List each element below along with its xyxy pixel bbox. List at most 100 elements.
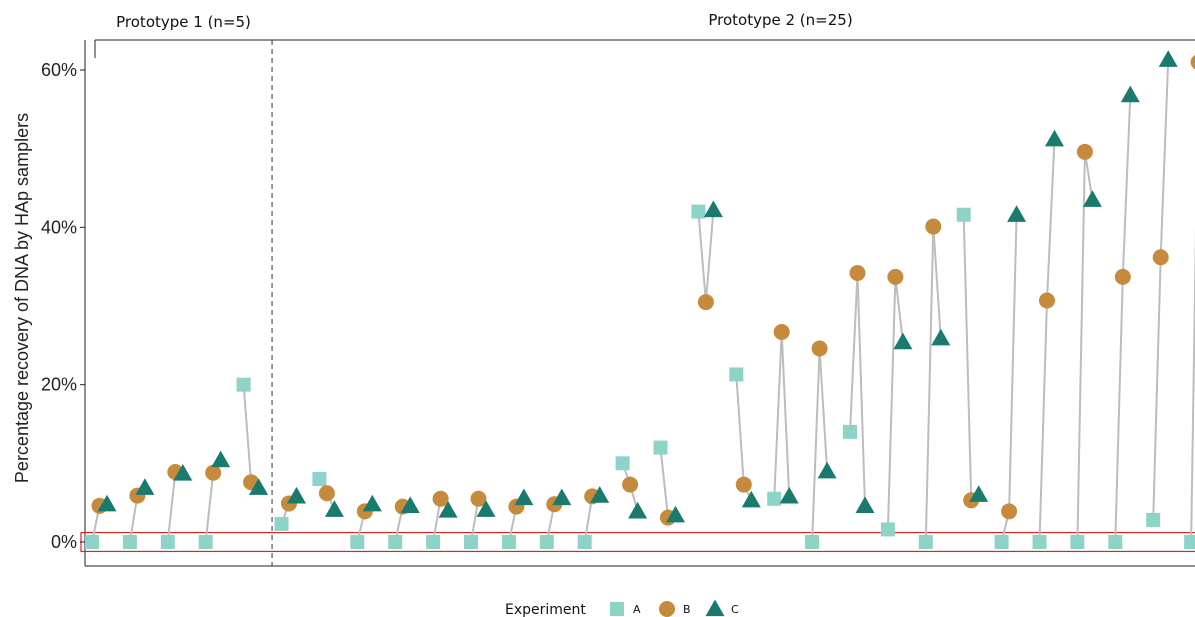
connector-line <box>1000 214 1018 543</box>
point-b <box>1076 143 1093 160</box>
point-b <box>1152 249 1169 266</box>
y-tick-label: 60% <box>41 60 77 80</box>
connector-line <box>659 447 676 519</box>
point-c <box>741 490 761 508</box>
point-c <box>514 488 534 506</box>
plot-area <box>84 39 1195 567</box>
y-axis: 0% 20% 40% 60% Percentage recovery of DNA by… <box>12 60 85 552</box>
point-b <box>318 485 335 502</box>
legend-label-c: C <box>731 603 739 616</box>
point-c <box>476 500 496 517</box>
point-c <box>1007 205 1027 222</box>
y-tick-label: 0% <box>51 532 77 552</box>
point-b <box>697 294 714 311</box>
connector-line <box>924 226 942 543</box>
point-b <box>470 490 487 507</box>
point-b <box>432 490 449 507</box>
connector-line <box>1190 228 1195 543</box>
point-b <box>1190 54 1195 70</box>
point-c <box>249 478 269 495</box>
connector-line <box>242 384 260 489</box>
point-a <box>85 535 99 549</box>
point-a <box>1070 535 1085 549</box>
legend-label-a: A <box>633 603 641 616</box>
point-a <box>653 440 668 455</box>
connector-line <box>962 214 980 503</box>
point-c <box>362 494 382 512</box>
point-a <box>539 535 554 549</box>
connector-line <box>1038 139 1056 543</box>
group-label-prototype-1: Prototype 1 (n=5) <box>116 13 251 31</box>
point-a <box>729 367 744 382</box>
point-b <box>811 340 828 357</box>
point-a <box>1108 535 1123 549</box>
connector-line <box>849 272 866 506</box>
group-labels: Prototype 1 (n=5) Prototype 2 (n=25) <box>116 11 853 31</box>
connector-line <box>1114 95 1132 543</box>
legend-label-b: B <box>683 603 691 616</box>
point-b <box>1039 292 1055 309</box>
point-b <box>849 264 866 281</box>
point-a <box>615 456 630 471</box>
point-a <box>350 535 365 549</box>
point-c <box>552 488 572 506</box>
legend-key-a <box>610 602 624 616</box>
connector-line <box>773 331 791 499</box>
point-a <box>501 535 516 549</box>
point-a <box>805 535 820 549</box>
point-c <box>969 485 989 502</box>
point-c <box>135 478 155 495</box>
point-c <box>855 496 875 513</box>
point-a <box>577 535 592 549</box>
point-c <box>1120 85 1140 103</box>
point-a <box>426 535 441 549</box>
point-a <box>464 535 478 549</box>
threshold-band-rect <box>80 531 1195 553</box>
point-a <box>198 535 213 549</box>
point-a <box>122 535 137 549</box>
point-a <box>160 535 175 549</box>
point-a <box>236 377 251 392</box>
connector-line <box>697 209 715 303</box>
point-b <box>205 464 222 481</box>
point-a <box>274 516 289 531</box>
point-a <box>691 204 706 219</box>
y-axis-title: Percentage recovery of DNA by HAp sample… <box>12 113 32 483</box>
point-c <box>779 486 799 504</box>
point-b <box>1114 268 1131 285</box>
connector-line <box>811 348 829 543</box>
point-b <box>622 476 639 493</box>
point-c <box>628 501 648 519</box>
point-b <box>773 323 790 340</box>
point-a <box>918 535 933 549</box>
point-c <box>438 501 458 518</box>
connector-lines <box>91 59 1195 543</box>
point-c <box>97 494 117 512</box>
point-b <box>887 268 904 285</box>
connector-line <box>1076 151 1094 543</box>
point-c <box>211 450 231 468</box>
point-a <box>1184 535 1195 549</box>
point-c <box>1158 50 1178 67</box>
group-label-prototype-2: Prototype 2 (n=25) <box>708 11 852 29</box>
y-tick-label: 40% <box>41 217 77 237</box>
point-c <box>400 496 420 513</box>
legend: Experiment A B C <box>505 599 739 617</box>
point-b <box>735 476 752 493</box>
point-c <box>1045 129 1064 147</box>
point-c <box>817 461 837 479</box>
point-a <box>956 207 971 222</box>
point-c <box>590 486 610 503</box>
point-c <box>931 328 951 346</box>
point-a <box>388 535 403 549</box>
point-a <box>767 491 782 506</box>
point-b <box>1001 503 1018 520</box>
legend-title: Experiment <box>505 602 586 617</box>
point-a <box>1146 512 1161 527</box>
point-c <box>173 464 193 481</box>
connector-line <box>166 470 184 543</box>
threshold-band <box>80 531 1195 553</box>
point-c <box>666 505 685 523</box>
point-c <box>287 486 306 504</box>
